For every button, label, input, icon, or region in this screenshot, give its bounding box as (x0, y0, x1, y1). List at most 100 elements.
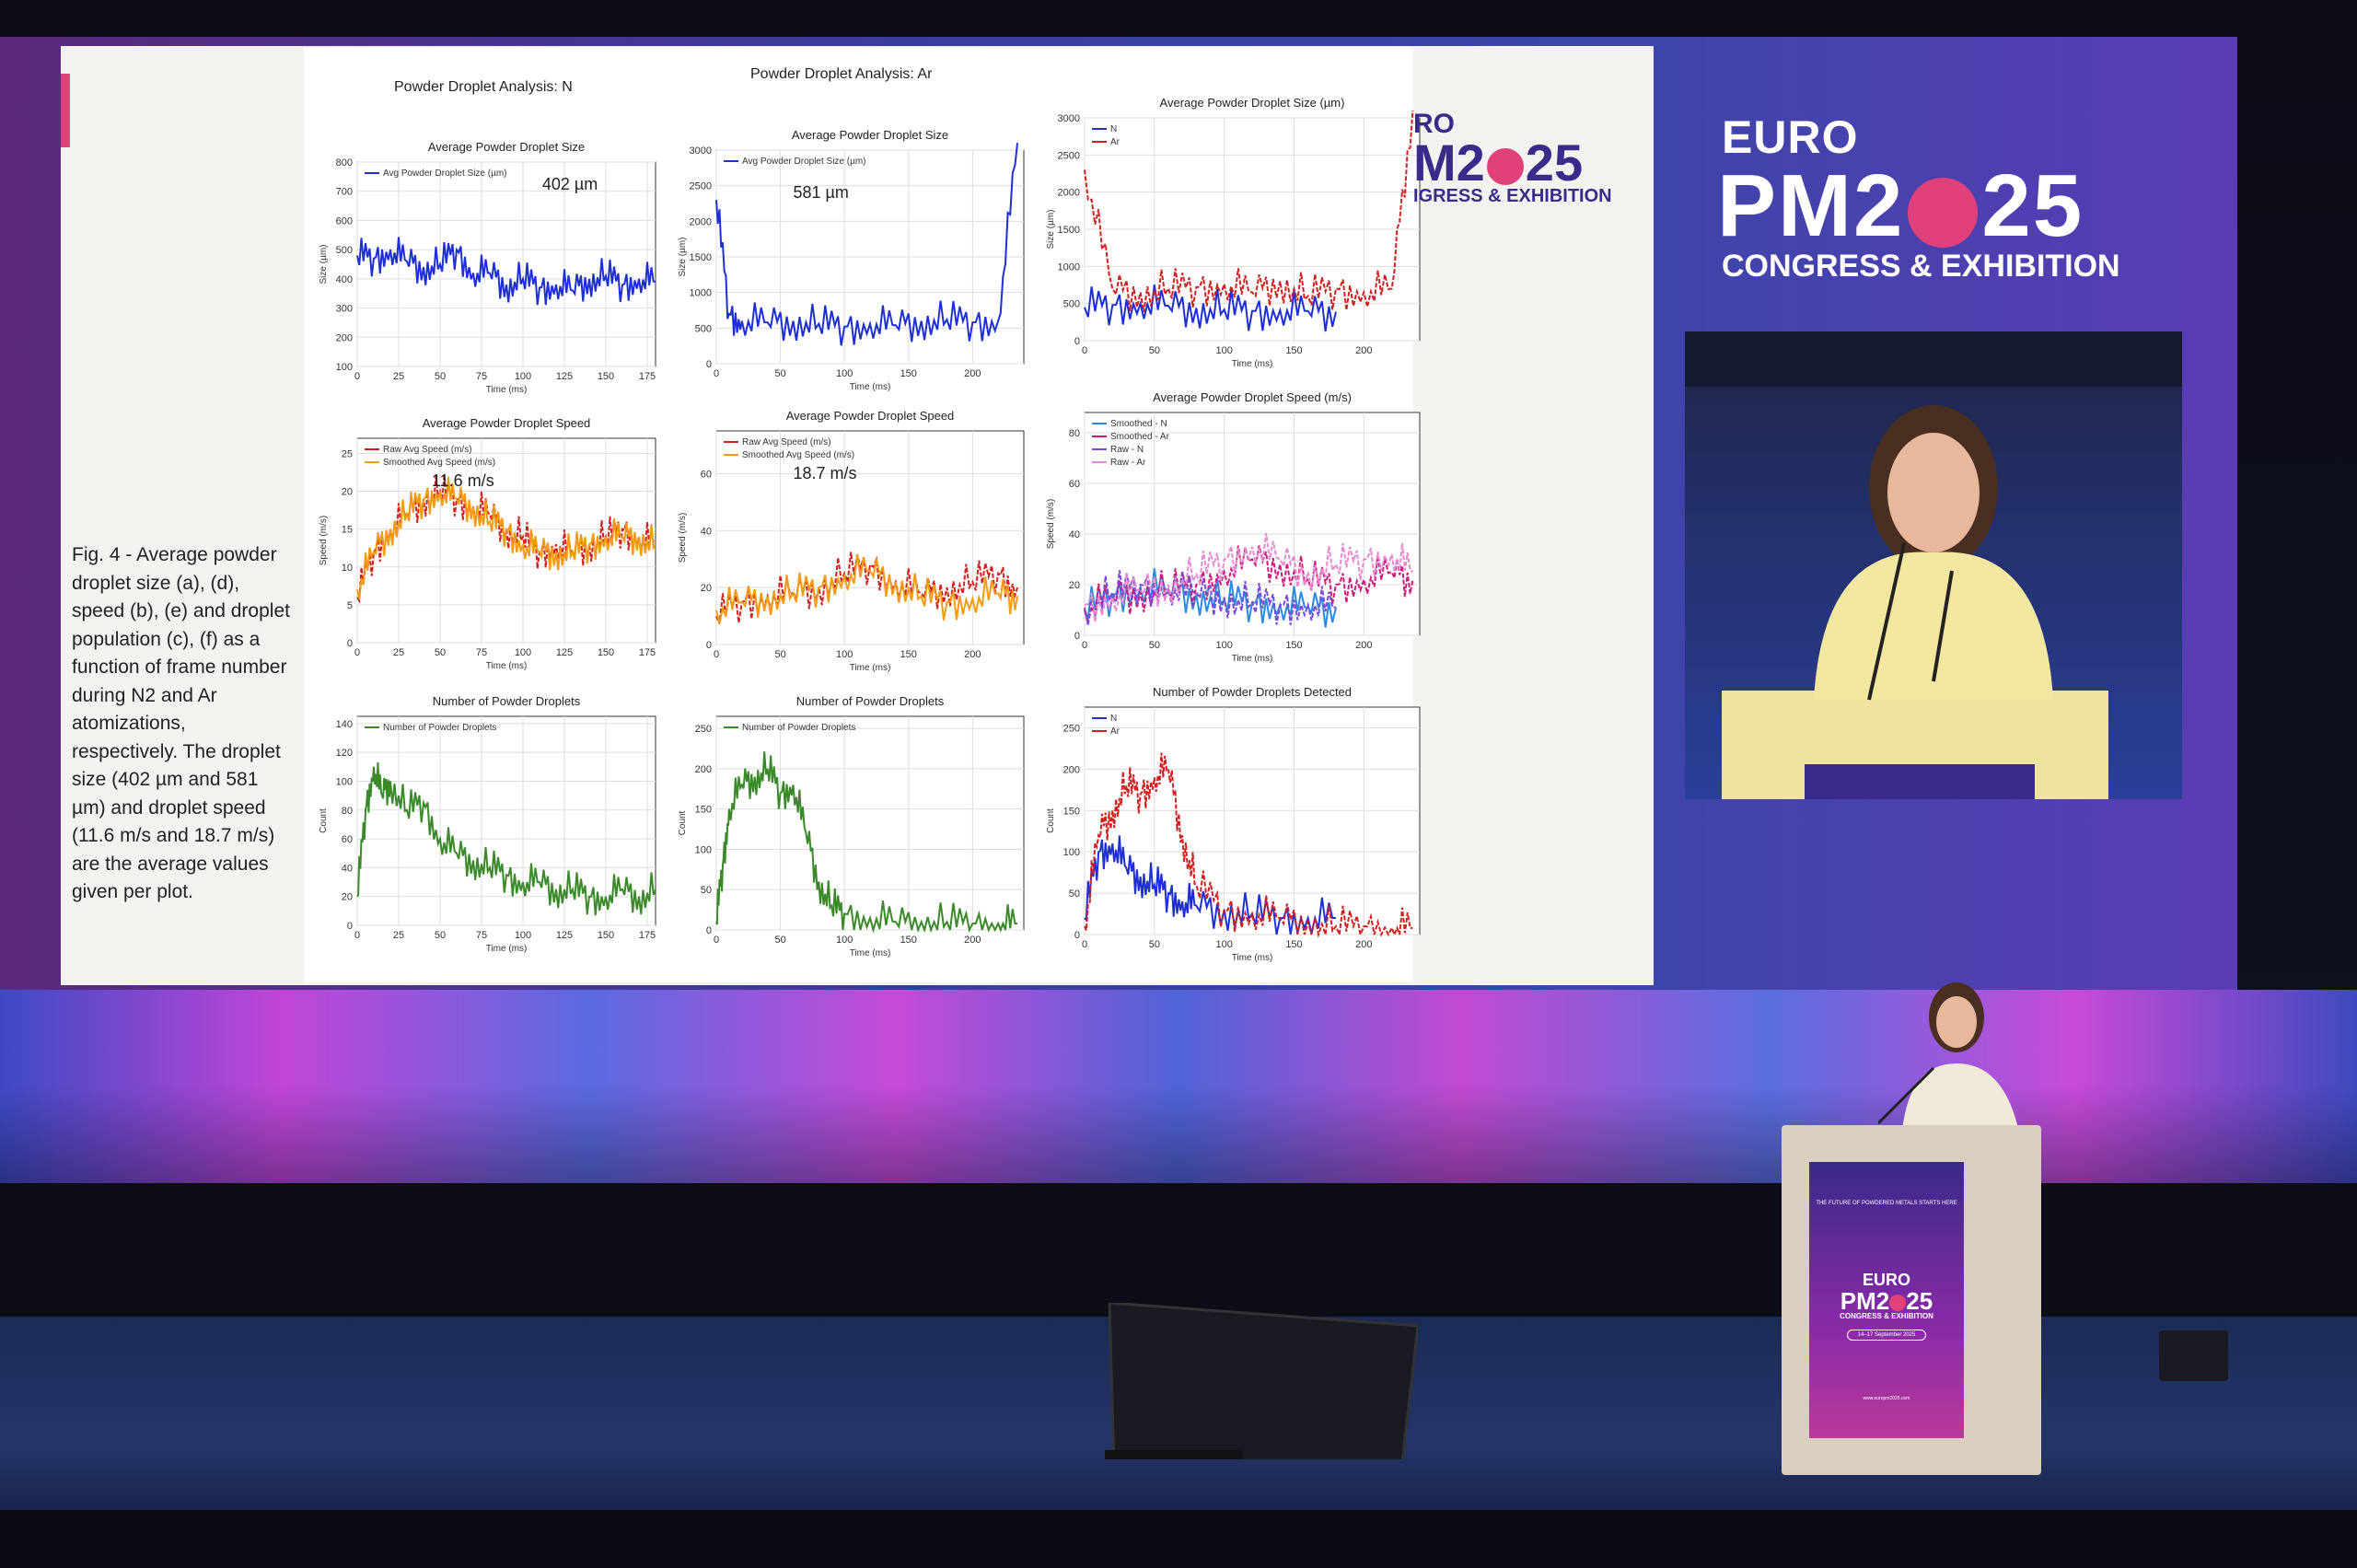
x-axis-label: Time (ms) (1232, 359, 1273, 369)
logo-year: 25 (1981, 157, 2084, 255)
x-tick-label: 0 (1082, 345, 1087, 356)
plot-area (715, 715, 1025, 931)
legend-label: Smoothed Avg Speed (m/s) (383, 458, 495, 468)
figure-caption: Fig. 4 - Average powder droplet size (a)… (72, 544, 290, 902)
x-tick-label: 0 (354, 371, 360, 382)
x-tick-label: 100 (836, 649, 853, 660)
legend-label: Number of Powder Droplets (742, 723, 855, 733)
series-line (715, 553, 1019, 624)
y-tick-label: 100 (695, 844, 712, 855)
y-tick-label: 50 (701, 885, 712, 896)
x-tick-label: 100 (515, 371, 531, 382)
y-tick-label: 5 (347, 600, 353, 611)
y-tick-label: 800 (336, 157, 353, 168)
x-tick-label: 200 (1355, 640, 1372, 651)
y-tick-label: 20 (701, 583, 712, 594)
y-tick-label: 500 (695, 323, 712, 334)
x-axis-label: Time (ms) (850, 663, 891, 673)
y-tick-label: 0 (347, 921, 353, 932)
x-tick-label: 25 (393, 930, 404, 941)
y-tick-label: 0 (1074, 631, 1080, 642)
chart-droplet-size-compare: Average Powder Droplet Size (µm) 0 50 100 15… (1040, 92, 1427, 382)
logo-euro: EURO (1722, 111, 1859, 163)
x-tick-label: 125 (556, 371, 573, 382)
x-tick-label: 0 (1082, 640, 1087, 651)
y-tick-label: 10 (342, 563, 353, 574)
legend-label: Raw Avg Speed (m/s) (742, 437, 831, 447)
series-line (1084, 545, 1414, 624)
chart-droplet-speed-ar: Average Powder Droplet Speed 0 50 100 150 200… (672, 405, 1031, 686)
analysis-title-ar: Powder Droplet Analysis: Ar (750, 66, 933, 82)
y-tick-label: 100 (336, 362, 353, 373)
stage-front-edge (0, 1510, 2357, 1568)
chart-title: Average Powder Droplet Speed (m/s) (1153, 390, 1352, 404)
series-line (356, 237, 656, 306)
x-tick-label: 50 (774, 649, 785, 660)
data-annotation: 18.7 m/s (794, 464, 857, 482)
chart-droplet-count-n: Number of Powder Droplets 0 25 50 75 100 125 15… (313, 691, 663, 967)
y-tick-label: 1500 (690, 252, 712, 263)
y-axis-label: Size (µm) (1046, 210, 1056, 250)
y-tick-label: 0 (706, 640, 712, 651)
chart-droplet-count-ar: Number of Powder Droplets 0 50 100 150 200 0 50… (672, 691, 1031, 971)
podium-tagline: THE FUTURE OF POWDERED METALS STARTS HER… (1816, 1201, 1957, 1206)
series-line (1084, 835, 1336, 935)
podium-url: www.europm2025.com (1863, 1396, 1910, 1401)
x-tick-label: 50 (1149, 939, 1160, 950)
chart-droplet-size-ar: Average Powder Droplet Size 0 50 100 150 200 0… (672, 124, 1031, 405)
series-line (715, 143, 1019, 346)
data-annotation: 581 µm (794, 183, 849, 202)
legend-label: Ar (1110, 137, 1120, 147)
y-tick-label: 200 (1063, 764, 1080, 775)
plot-area (1084, 706, 1421, 935)
y-tick-label: 300 (336, 304, 353, 315)
chart-droplet-speed-n: Average Powder Droplet Speed 0 25 50 75 100 12… (313, 412, 663, 684)
y-axis-label: Size (µm) (678, 238, 688, 277)
y-tick-label: 40 (701, 526, 712, 537)
chart-title: Average Powder Droplet Speed (423, 416, 591, 430)
x-tick-label: 50 (1149, 640, 1160, 651)
y-tick-label: 80 (1069, 428, 1080, 439)
series-line (356, 476, 656, 599)
x-tick-label: 200 (964, 935, 981, 946)
series-line (1084, 110, 1414, 313)
x-tick-label: 125 (556, 647, 573, 658)
y-tick-label: 60 (342, 834, 353, 845)
speaker-person (1878, 982, 2021, 1142)
x-axis-label: Time (ms) (486, 385, 528, 395)
y-tick-label: 2500 (1058, 150, 1080, 161)
x-tick-label: 50 (1149, 345, 1160, 356)
x-axis-label: Time (ms) (1232, 953, 1273, 963)
series-line (715, 751, 1018, 934)
y-tick-label: 0 (706, 359, 712, 370)
y-tick-label: 200 (695, 764, 712, 775)
x-tick-label: 150 (598, 647, 614, 658)
legend-label: Smoothed - Ar (1110, 432, 1170, 442)
slide-logo-sub: IGRESS & EXHIBITION (1413, 186, 1612, 206)
event-logo: EURO PM2 25 CONGRESS & EXHIBITION (1648, 110, 2164, 285)
x-tick-label: 75 (476, 930, 487, 941)
data-annotation: 402 µm (542, 175, 598, 193)
y-tick-label: 20 (342, 487, 353, 498)
x-tick-label: 200 (1355, 939, 1372, 950)
legend-label: Raw - N (1110, 445, 1144, 455)
x-tick-label: 100 (836, 368, 853, 379)
x-axis-label: Time (ms) (850, 382, 891, 392)
y-tick-label: 400 (336, 274, 353, 285)
y-axis-label: Count (1046, 808, 1056, 833)
chart-title: Average Powder Droplet Size (428, 140, 585, 154)
slide-accent-bar (61, 74, 70, 147)
x-tick-label: 150 (900, 368, 917, 379)
series-line (356, 761, 656, 916)
x-tick-label: 0 (714, 368, 719, 379)
x-tick-label: 25 (393, 647, 404, 658)
y-tick-label: 140 (336, 719, 353, 730)
data-annotation: 11.6 m/s (432, 471, 494, 490)
slide-logo-pm: M2 (1413, 134, 1485, 192)
legend-label: Smoothed - N (1110, 419, 1167, 429)
x-tick-label: 100 (836, 935, 853, 946)
y-tick-label: 250 (695, 724, 712, 735)
chart-droplet-speed-compare: Average Powder Droplet Speed (m/s) 0 50 100… (1040, 387, 1427, 677)
legend-label: Avg Powder Droplet Size (µm) (742, 157, 866, 167)
y-axis-label: Speed (m/s) (1046, 499, 1056, 549)
